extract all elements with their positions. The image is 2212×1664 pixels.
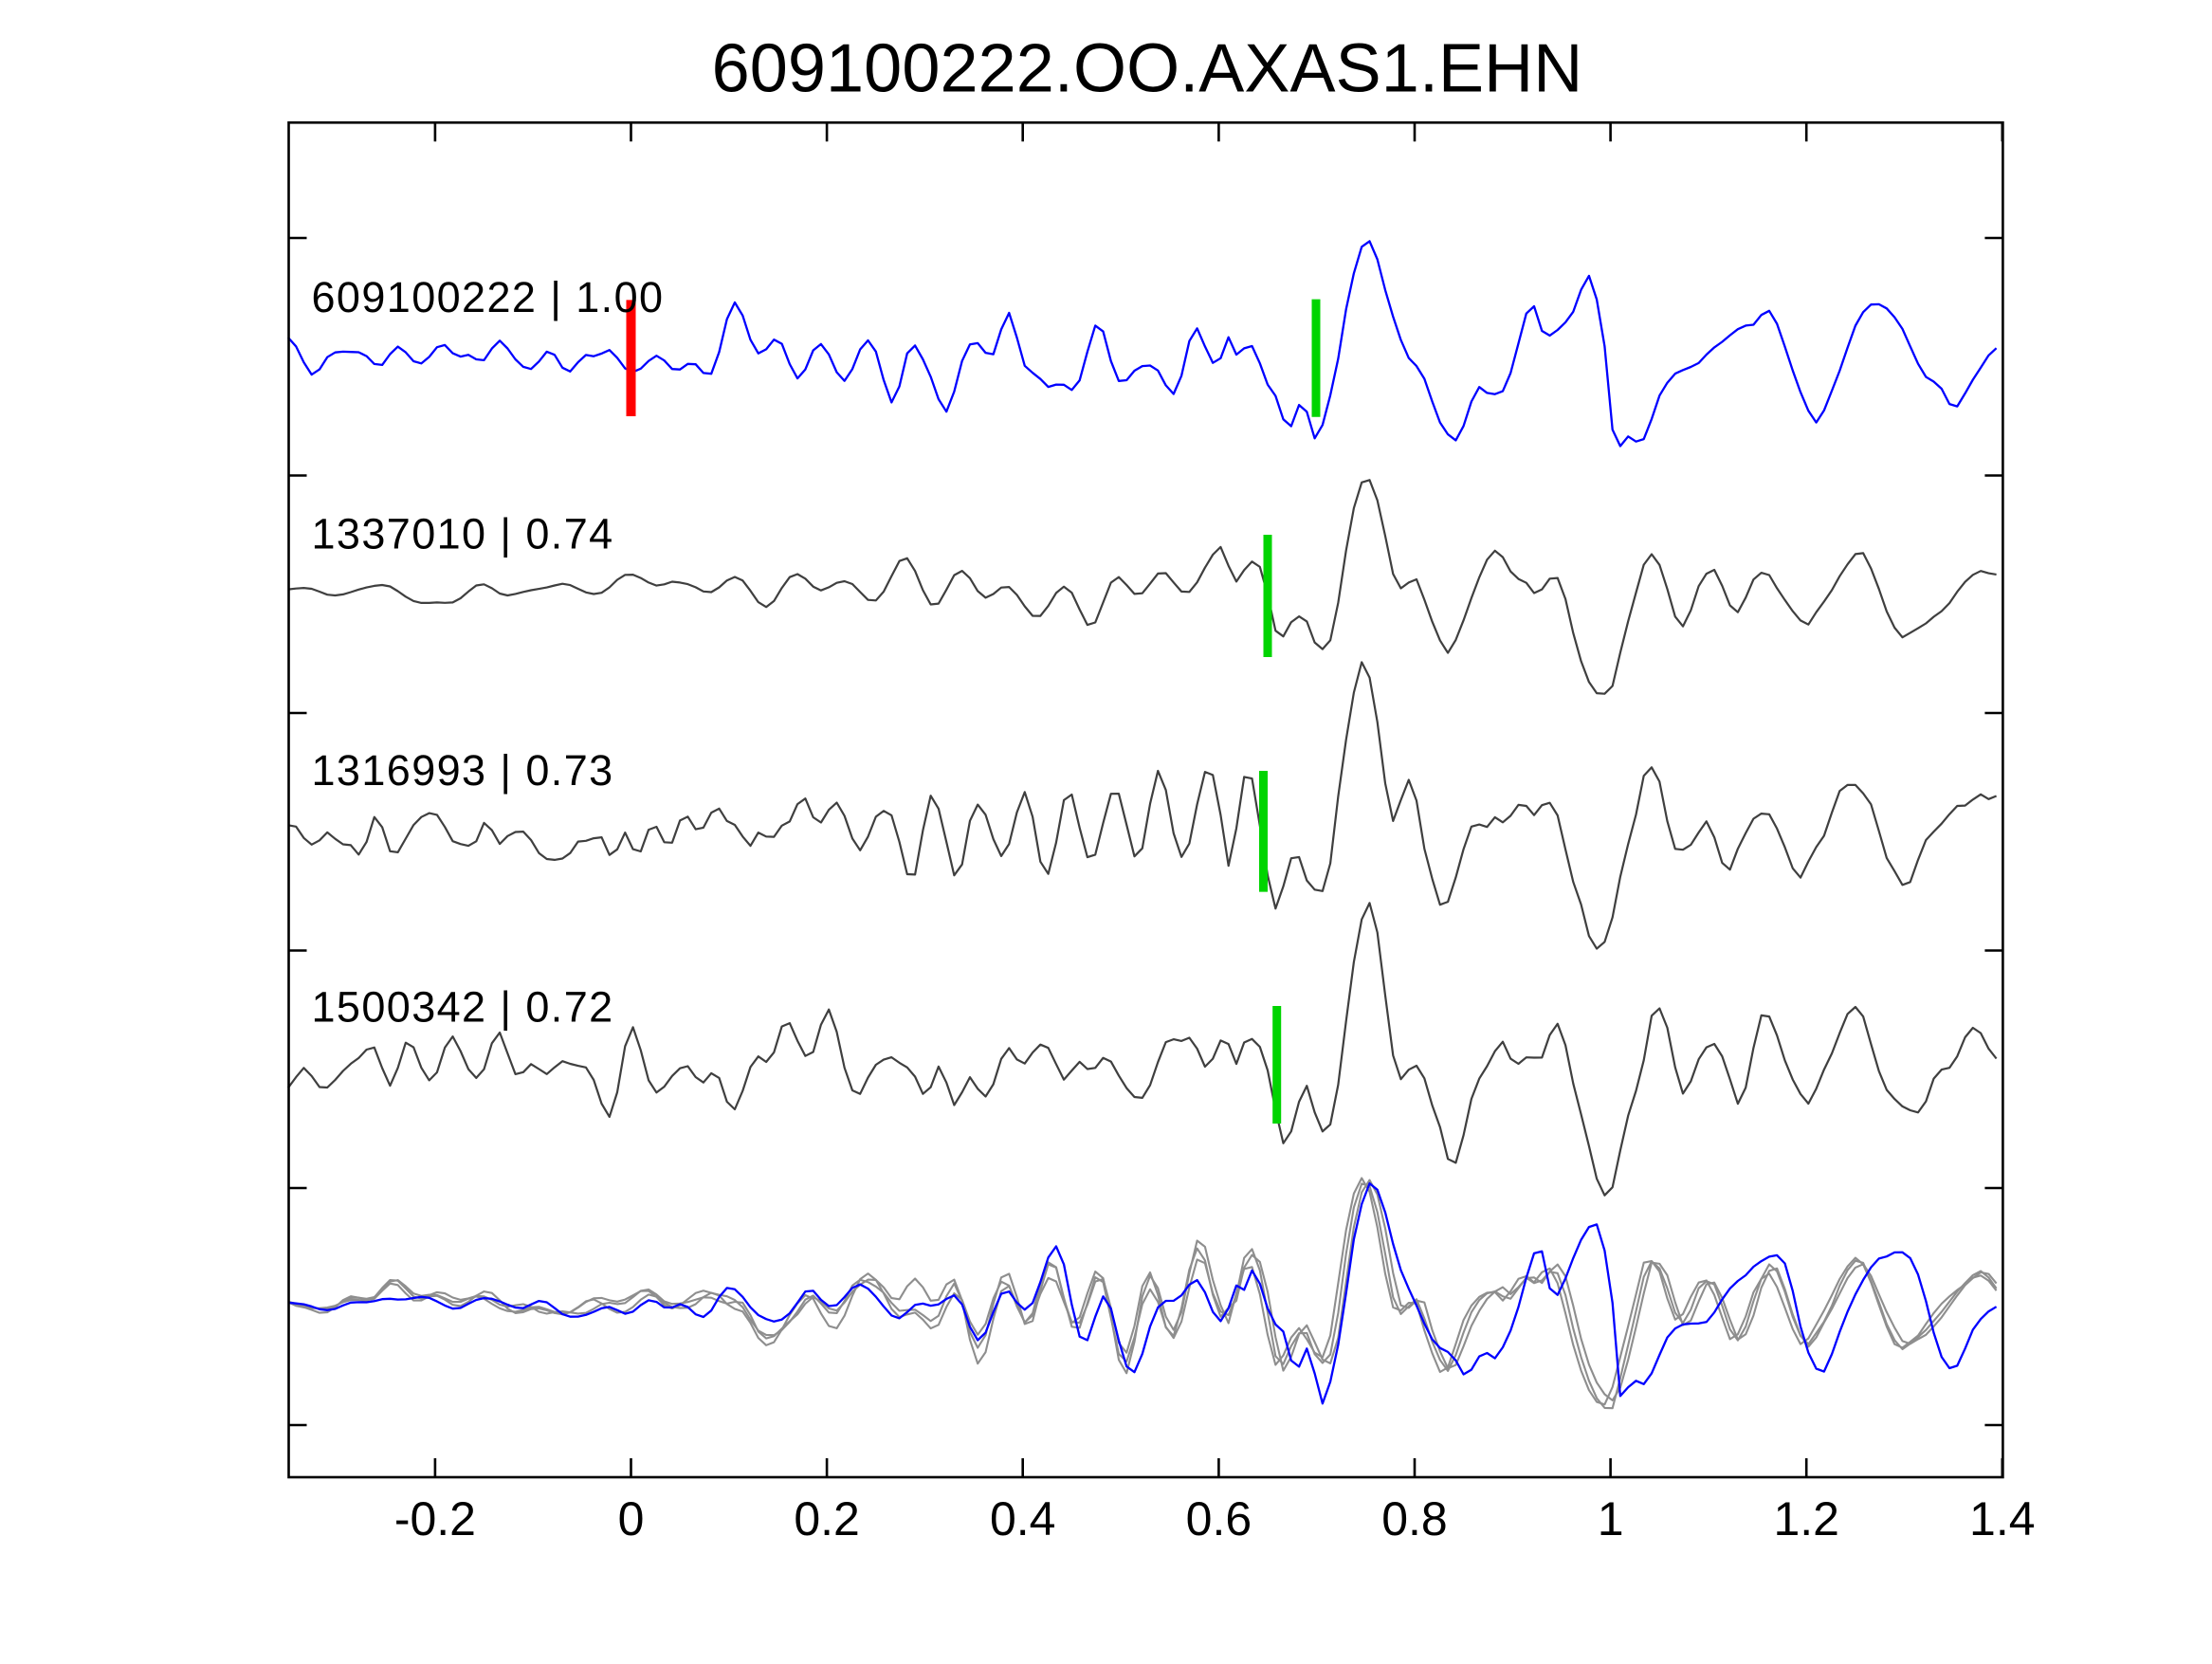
- svg-text:1: 1: [1598, 1492, 1624, 1545]
- svg-text:1337010 | 0.74: 1337010 | 0.74: [312, 510, 614, 558]
- svg-text:1.4: 1.4: [1969, 1492, 2036, 1545]
- svg-text:1316993 | 0.73: 1316993 | 0.73: [312, 746, 614, 795]
- svg-text:609100222.OO.AXAS1.EHN: 609100222.OO.AXAS1.EHN: [712, 31, 1583, 107]
- svg-text:0.6: 0.6: [1186, 1492, 1252, 1545]
- svg-text:0.4: 0.4: [990, 1492, 1056, 1545]
- svg-text:1500342 | 0.72: 1500342 | 0.72: [312, 983, 614, 1032]
- svg-text:0.2: 0.2: [794, 1492, 860, 1545]
- svg-text:609100222 | 1.00: 609100222 | 1.00: [312, 273, 665, 321]
- svg-text:-0.2: -0.2: [394, 1492, 476, 1545]
- svg-text:1.2: 1.2: [1773, 1492, 1839, 1545]
- svg-text:0.8: 0.8: [1381, 1492, 1448, 1545]
- svg-text:0: 0: [618, 1492, 645, 1545]
